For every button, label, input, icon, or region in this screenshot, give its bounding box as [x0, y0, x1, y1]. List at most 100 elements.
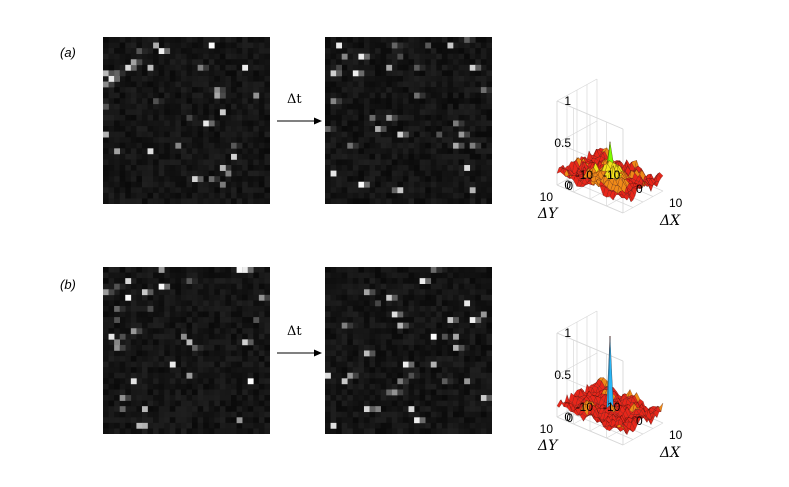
- particle: [114, 339, 120, 346]
- particle: [469, 64, 476, 71]
- x-tick-label: 0: [636, 182, 643, 196]
- particle: [330, 70, 337, 77]
- particle: [119, 395, 126, 401]
- particle: [430, 333, 437, 340]
- y-tick-label: -10: [576, 168, 594, 182]
- particle: [147, 64, 154, 71]
- particle: [441, 333, 448, 340]
- particle: [242, 267, 249, 273]
- z-tick-label: 0.5: [554, 368, 571, 382]
- particle: [336, 42, 342, 49]
- particle: [386, 389, 393, 396]
- particle: [325, 126, 331, 132]
- particle: [458, 131, 465, 138]
- x-tick-label: 0: [636, 414, 643, 428]
- particle: [402, 361, 409, 368]
- particle: [363, 289, 370, 296]
- particle: [119, 406, 126, 413]
- particle: [125, 278, 132, 284]
- z-tick-label: 0: [564, 178, 571, 192]
- panel-label-b: (b): [60, 277, 76, 292]
- x-axis-label: ΔX: [659, 213, 681, 229]
- particle: [180, 333, 187, 340]
- particle: [175, 142, 182, 149]
- particle: [480, 311, 487, 318]
- particle: [108, 75, 115, 82]
- particle: [469, 187, 476, 194]
- particle: [242, 64, 249, 71]
- particle: [363, 406, 370, 413]
- particle: [469, 317, 476, 323]
- particle: [203, 120, 210, 127]
- particle: [464, 165, 471, 171]
- particle: [219, 165, 226, 171]
- particle: [103, 103, 109, 110]
- particle: [391, 42, 398, 49]
- particle: [186, 278, 193, 284]
- particle: [386, 294, 393, 301]
- particle: [375, 300, 381, 307]
- particle: [414, 92, 420, 99]
- particle: [386, 114, 393, 121]
- frame-a-after: [325, 37, 492, 204]
- particle: [341, 378, 348, 385]
- particle: [358, 53, 365, 60]
- y-tick-label: 0: [566, 179, 573, 193]
- y-axis-label: ΔY: [537, 206, 559, 222]
- particle: [114, 344, 120, 351]
- particle: [147, 148, 154, 155]
- particle: [408, 372, 415, 379]
- particle: [114, 148, 120, 155]
- particle: [125, 64, 132, 71]
- x-tick-label: 10: [669, 428, 683, 442]
- particle: [330, 422, 337, 429]
- frame-a-before: [103, 37, 270, 204]
- particle: [397, 131, 404, 138]
- particle: [186, 372, 193, 379]
- particle: [153, 42, 159, 49]
- particle: [236, 267, 243, 273]
- particle: [358, 181, 365, 188]
- arrow-b: [277, 349, 322, 357]
- particle: [192, 344, 198, 351]
- particle-image-b2: [325, 267, 492, 434]
- particle: [419, 278, 426, 284]
- particle: [114, 283, 120, 290]
- delta-t-label-b: Δt: [287, 324, 302, 339]
- particle: [341, 322, 348, 329]
- particle: [192, 176, 198, 183]
- particle: [214, 92, 221, 99]
- particle: [464, 378, 471, 385]
- particle: [169, 361, 176, 368]
- particle: [186, 114, 193, 121]
- particle: [136, 48, 143, 54]
- particle: [219, 181, 226, 188]
- particle-image-a2: [325, 37, 492, 204]
- particle: [347, 142, 354, 149]
- particle: [352, 70, 359, 77]
- particle: [397, 53, 404, 60]
- particle: [186, 339, 193, 346]
- panel-label-a: (a): [60, 45, 76, 60]
- particle: [464, 37, 471, 43]
- particle: [130, 328, 137, 335]
- particle: [103, 131, 109, 138]
- particle: [103, 70, 109, 77]
- particle: [397, 378, 404, 385]
- x-tick-label: -10: [603, 168, 621, 182]
- particle: [103, 81, 109, 88]
- particle: [453, 120, 459, 127]
- x-axis-label: ΔX: [659, 445, 681, 461]
- particle: [480, 395, 487, 401]
- particle: [208, 42, 215, 49]
- y-tick-label: 10: [540, 422, 554, 436]
- particle: [430, 267, 437, 273]
- particle: [453, 344, 459, 351]
- particle: [447, 317, 454, 323]
- y-tick-label: -10: [576, 400, 594, 414]
- particle-image-b1: [103, 267, 270, 434]
- particle: [247, 378, 254, 385]
- particle: [197, 64, 204, 71]
